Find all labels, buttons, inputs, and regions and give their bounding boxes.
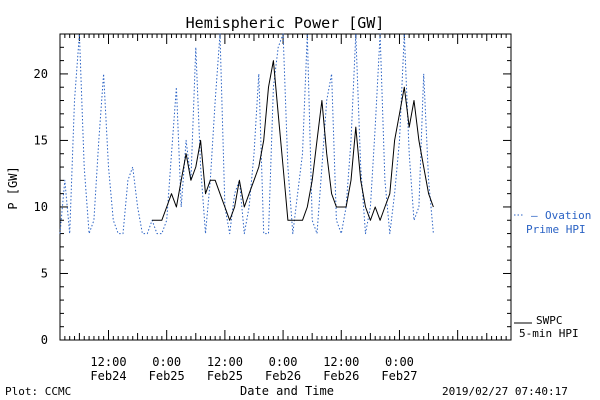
x-axis: 12:00Feb240:00Feb2512:00Feb250:00Feb2612… bbox=[59, 34, 512, 383]
x-tick-date-label: Feb25 bbox=[149, 369, 185, 383]
y-axis: 0 5 10 15 20 bbox=[34, 33, 511, 347]
y-tick-label: 15 bbox=[34, 133, 48, 147]
y-tick-label: 0 bbox=[41, 333, 48, 347]
legend-ovation-dash: – bbox=[531, 209, 538, 222]
x-tick-date-label: Feb26 bbox=[265, 369, 301, 383]
x-tick-time-label: 0:00 bbox=[152, 355, 181, 369]
y-axis-label: P [GW] bbox=[6, 166, 20, 209]
legend-swpc-line1: SWPC bbox=[536, 314, 563, 327]
series-swpc-line bbox=[152, 60, 434, 221]
legend-ovation: – Ovation Prime HPI bbox=[514, 209, 591, 236]
chart-title: Hemispheric Power [GW] bbox=[186, 14, 385, 32]
legend-swpc-line2: 5-min HPI bbox=[519, 327, 579, 340]
y-tick-label: 5 bbox=[41, 266, 48, 280]
plot-area-frame bbox=[59, 33, 512, 341]
x-tick-date-label: Feb25 bbox=[207, 369, 243, 383]
x-tick-time-label: 12:00 bbox=[323, 355, 359, 369]
y-tick-label: 20 bbox=[34, 67, 48, 81]
x-tick-time-label: 0:00 bbox=[269, 355, 298, 369]
x-tick-time-label: 0:00 bbox=[385, 355, 414, 369]
x-tick-date-label: Feb26 bbox=[323, 369, 359, 383]
x-tick-date-label: Feb24 bbox=[90, 369, 126, 383]
legend-ovation-line1: Ovation bbox=[545, 209, 591, 222]
series-layer bbox=[59, 33, 434, 235]
x-tick-time-label: 12:00 bbox=[207, 355, 243, 369]
x-axis-label: Date and Time bbox=[240, 384, 334, 398]
x-tick-date-label: Feb27 bbox=[381, 369, 417, 383]
footer-credit: Plot: CCMC bbox=[5, 385, 71, 398]
footer-timestamp: 2019/02/27 07:40:17 bbox=[442, 385, 568, 398]
legend-swpc: SWPC 5-min HPI bbox=[514, 314, 579, 340]
series-ovation-line bbox=[59, 33, 434, 235]
legend-ovation-line2: Prime HPI bbox=[526, 223, 586, 236]
y-tick-label: 10 bbox=[34, 200, 48, 214]
x-tick-time-label: 12:00 bbox=[90, 355, 126, 369]
